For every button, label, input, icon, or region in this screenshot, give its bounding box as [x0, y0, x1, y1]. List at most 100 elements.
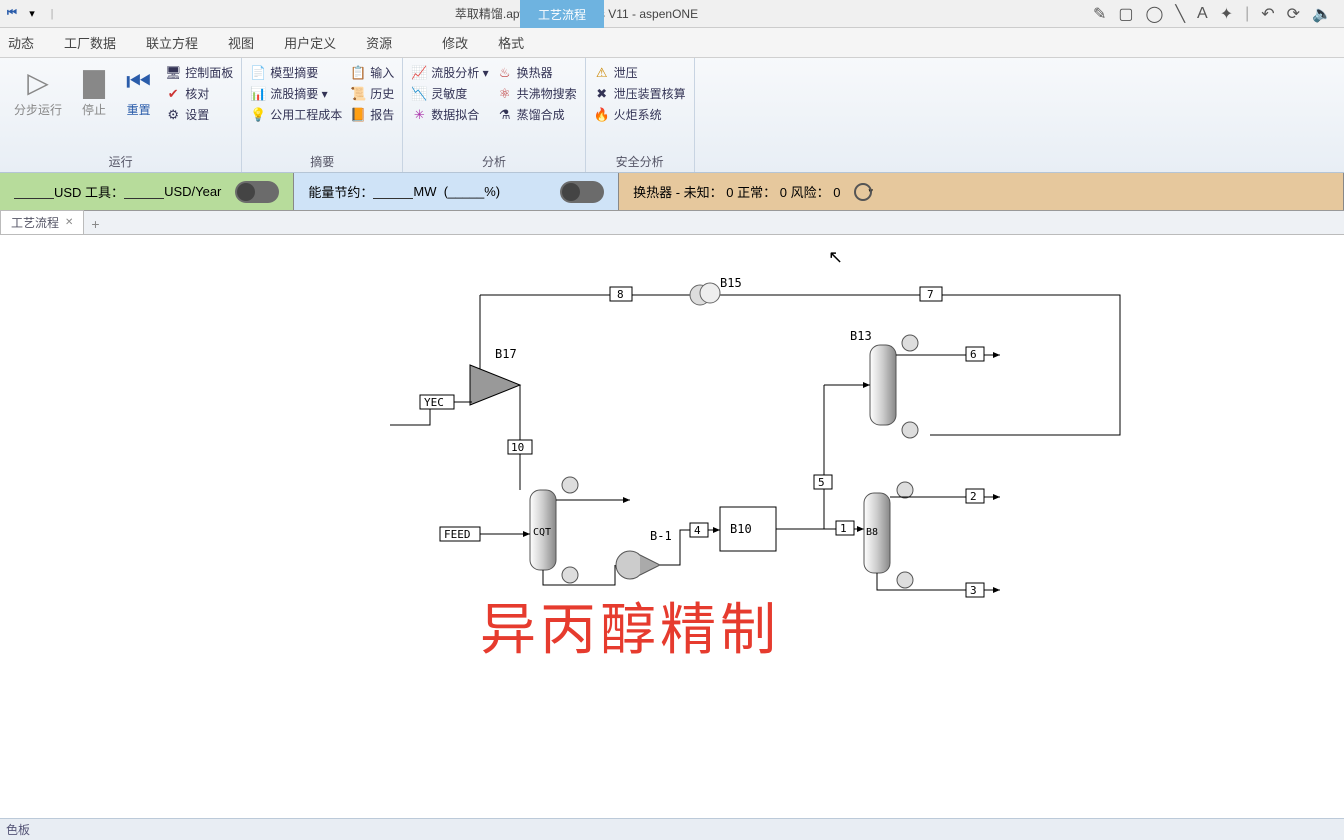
- report-icon: 📙: [350, 107, 366, 123]
- overlay-title: 异丙醇精制: [480, 585, 780, 666]
- sep-icon: |: [1245, 5, 1249, 23]
- reset-icon: ⏮: [126, 66, 151, 99]
- ribbon-group-summary: 📄模型摘要 📊流股摘要 ▾ 💡公用工程成本 📋输入 📜历史 📙报告 摘要: [242, 58, 403, 172]
- menu-view[interactable]: 视图: [228, 33, 254, 52]
- relief-audit-button[interactable]: ✖泄压装置核算: [594, 85, 686, 102]
- sound-icon[interactable]: 🔈: [1312, 4, 1332, 24]
- svg-text:FEED: FEED: [444, 528, 471, 541]
- status-strip: USD 工具：USD/Year 能量节约：MW (_____%) 换热器 - 未…: [0, 173, 1344, 211]
- run-group-label: 运行: [8, 151, 233, 170]
- history-icon: 📜: [350, 86, 366, 102]
- data-fit-button[interactable]: ✳数据拟合: [411, 106, 488, 123]
- svg-text:5: 5: [818, 476, 825, 489]
- menu-resources[interactable]: 资源: [366, 33, 392, 52]
- history-button[interactable]: 📜历史: [350, 85, 394, 102]
- stream-summary-button[interactable]: 📊流股摘要 ▾: [250, 85, 342, 102]
- circle-icon[interactable]: ◯: [1145, 4, 1163, 24]
- svg-text:7: 7: [927, 288, 934, 301]
- energy-toggle[interactable]: [560, 181, 604, 203]
- azeotrope-button[interactable]: ⚛共沸物搜索: [497, 85, 577, 102]
- bottom-label: 色板: [6, 823, 30, 837]
- close-icon[interactable]: ✕: [65, 217, 73, 228]
- svg-text:4: 4: [694, 524, 701, 537]
- contextual-tab[interactable]: 工艺流程: [520, 0, 604, 28]
- report-button[interactable]: 📙报告: [350, 106, 394, 123]
- check-button[interactable]: ✔核对: [165, 85, 233, 102]
- line-icon[interactable]: ╲: [1175, 4, 1185, 24]
- cost-toggle[interactable]: [235, 181, 279, 203]
- distillation-button[interactable]: ⚗蒸馏合成: [497, 106, 577, 123]
- hx-settings-icon[interactable]: [854, 183, 872, 201]
- stop-icon: ▇: [83, 66, 105, 99]
- svg-text:B13: B13: [850, 329, 872, 343]
- panel-icon: 🖥: [165, 65, 181, 81]
- reset-button[interactable]: ⏮ 重置: [120, 62, 157, 122]
- stop-button[interactable]: ▇ 停止: [76, 62, 112, 122]
- sensitivity-button[interactable]: 📉灵敏度: [411, 85, 488, 102]
- edit-icon[interactable]: ✎: [1093, 4, 1106, 24]
- menu-modify[interactable]: 修改: [442, 33, 468, 52]
- quick-access-toolbar: ⏮ ▾ |: [4, 6, 60, 22]
- menu-dynamic[interactable]: 动态: [8, 33, 34, 52]
- status-cost: USD 工具：USD/Year: [0, 173, 294, 210]
- svg-text:B-1: B-1: [650, 529, 672, 543]
- menu-plant-data[interactable]: 工厂数据: [64, 33, 116, 52]
- qat-dropdown-icon[interactable]: ▾: [24, 6, 40, 22]
- menu-format[interactable]: 格式: [498, 33, 524, 52]
- ribbon-group-analysis: 📈流股分析 ▾ 📉灵敏度 ✳数据拟合 ♨换热器 ⚛共沸物搜索 ⚗蒸馏合成 分析: [403, 58, 585, 172]
- flare-button[interactable]: 🔥火炬系统: [594, 106, 686, 123]
- utility-cost-button[interactable]: 💡公用工程成本: [250, 106, 342, 123]
- flowsheet-svg: B15 8 7 B17 YEC 10 CQT FEED B-1 4: [0, 235, 1344, 795]
- svg-text:1: 1: [840, 522, 847, 535]
- tab-flowsheet[interactable]: 工艺流程 ✕: [0, 210, 84, 234]
- hx-icon: ♨: [497, 65, 513, 81]
- bottom-bar: 色板: [0, 818, 1344, 840]
- qat-prev-icon[interactable]: ⏮: [4, 6, 20, 22]
- svg-text:10: 10: [511, 441, 524, 454]
- undo-icon[interactable]: ↶: [1261, 4, 1274, 24]
- svg-text:6: 6: [970, 348, 977, 361]
- safety-group-label: 安全分析: [594, 151, 686, 170]
- step-run-button[interactable]: ▷ 分步运行: [8, 62, 68, 122]
- flare-icon: 🔥: [594, 107, 610, 123]
- svg-text:CQT: CQT: [533, 527, 551, 538]
- text-icon[interactable]: A: [1197, 5, 1208, 23]
- hx-button[interactable]: ♨换热器: [497, 64, 577, 81]
- check-icon: ✔: [165, 86, 181, 102]
- sens-icon: 📉: [411, 86, 427, 102]
- relief-button[interactable]: ⚠泄压: [594, 64, 686, 81]
- menu-eo[interactable]: 联立方程: [146, 33, 198, 52]
- refresh-icon[interactable]: ⟳: [1287, 4, 1300, 24]
- input-button[interactable]: 📋输入: [350, 64, 394, 81]
- settings-button[interactable]: ⚙设置: [165, 106, 233, 123]
- play-icon: ▷: [27, 66, 49, 99]
- azeo-icon: ⚛: [497, 86, 513, 102]
- menu-user[interactable]: 用户定义: [284, 33, 336, 52]
- svg-text:B15: B15: [720, 276, 742, 290]
- qat-sep: |: [44, 6, 60, 22]
- svg-text:B8: B8: [866, 527, 878, 538]
- svg-text:B10: B10: [730, 522, 752, 536]
- stream-analysis-button[interactable]: 📈流股分析 ▾: [411, 64, 488, 81]
- bulb-icon: 💡: [250, 107, 266, 123]
- title-bar: ⏮ ▾ | 萃取精馏.apwz - Aspen Plus V11 - aspen…: [0, 0, 1344, 28]
- stream-icon: 📊: [250, 86, 266, 102]
- document-tabbar: 工艺流程 ✕ +: [0, 211, 1344, 235]
- step-run-label: 分步运行: [14, 101, 62, 118]
- input-icon: 📋: [350, 65, 366, 81]
- ribbon-group-run: ▷ 分步运行 ▇ 停止 ⏮ 重置 🖥控制面板 ✔核对 ⚙设置 运行: [0, 58, 242, 172]
- magic-icon[interactable]: ✦: [1220, 4, 1233, 24]
- ribbon: ▷ 分步运行 ▇ 停止 ⏮ 重置 🖥控制面板 ✔核对 ⚙设置 运行 📄模型摘要 …: [0, 58, 1344, 173]
- flowsheet-canvas[interactable]: ↖ B15 8 7 B17 YEC 10 CQT: [0, 235, 1344, 797]
- title-right-tools: ✎ ▢ ◯ ╲ A ✦ | ↶ ⟳ 🔈: [1093, 4, 1340, 24]
- square-icon[interactable]: ▢: [1118, 4, 1133, 24]
- control-panel-button[interactable]: 🖥控制面板: [165, 64, 233, 81]
- svg-text:2: 2: [970, 490, 977, 503]
- summary-group-label: 摘要: [250, 151, 394, 170]
- model-summary-button[interactable]: 📄模型摘要: [250, 64, 342, 81]
- relief-icon: ⚠: [594, 65, 610, 81]
- new-tab-button[interactable]: +: [84, 216, 106, 234]
- analysis-group-label: 分析: [411, 151, 576, 170]
- gear-icon: ⚙: [165, 107, 181, 123]
- stop-label: 停止: [82, 101, 106, 118]
